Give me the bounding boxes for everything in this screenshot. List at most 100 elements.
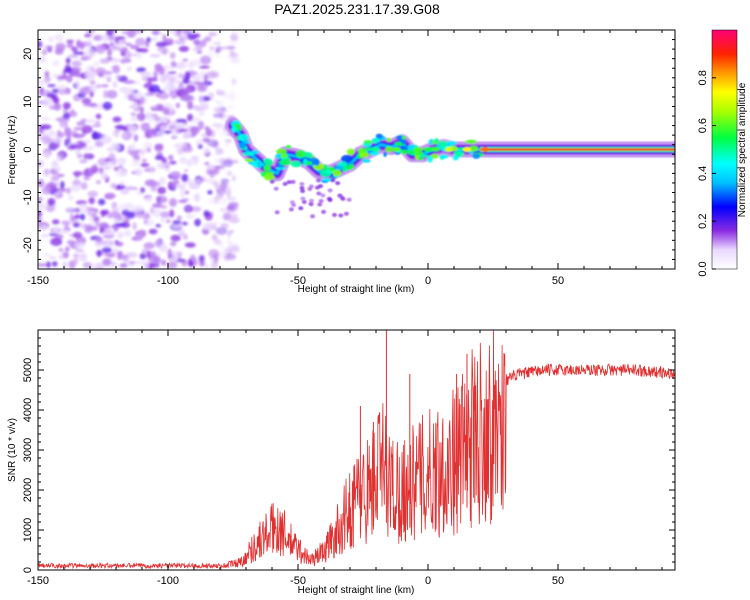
tail-blob [327, 198, 333, 202]
noise-blob [231, 78, 237, 86]
noise-blob [222, 212, 231, 221]
noise-blob [216, 90, 226, 96]
noise-blob [60, 229, 70, 234]
colorbar-gradient [712, 30, 737, 269]
tail-blob [317, 202, 323, 207]
noise-blob [203, 73, 208, 83]
noise-blob [75, 207, 81, 213]
noise-blob [200, 39, 207, 47]
track-blob [371, 137, 381, 144]
noise-blob [110, 45, 121, 51]
noise-blob [175, 102, 181, 109]
x-tick-label: 50 [552, 275, 564, 287]
x-tick-label: -150 [27, 575, 49, 587]
noise-blob [131, 101, 139, 110]
noise-blob [43, 151, 51, 160]
noise-blob [192, 47, 198, 51]
noise-blob [182, 133, 190, 140]
tail-blob [338, 213, 344, 218]
noise-blob [193, 81, 203, 85]
noise-blob [207, 49, 216, 58]
track-blob [290, 160, 302, 168]
noise-blob [174, 39, 186, 45]
noise-blob [111, 210, 119, 219]
noise-blob [154, 144, 164, 152]
noise-blob [74, 148, 81, 155]
noise-blob [80, 118, 87, 122]
noise-blob [156, 130, 165, 138]
noise-blob [38, 56, 47, 63]
noise-blob [213, 253, 220, 261]
noise-blob [82, 261, 93, 269]
noise-blob [72, 171, 83, 176]
noise-blob [158, 31, 163, 36]
noise-blob [151, 30, 160, 36]
noise-blob [202, 222, 213, 230]
noise-blob [102, 258, 112, 267]
noise-blob [165, 66, 176, 70]
noise-blob [83, 153, 90, 160]
noise-blob [72, 231, 83, 239]
x-tick-label: -100 [157, 575, 179, 587]
noise-blob [103, 253, 115, 257]
noise-blob [88, 48, 96, 58]
noise-blob [179, 156, 187, 164]
noise-blob [94, 262, 106, 269]
noise-blob [129, 116, 139, 123]
noise-blob [41, 135, 51, 145]
noise-blob [175, 30, 182, 37]
noise-blob [113, 217, 120, 224]
noise-blob [66, 43, 74, 48]
tail-blob [321, 209, 327, 214]
x-tick-label: 50 [552, 575, 564, 587]
noise-blob [45, 132, 58, 136]
noise-blob [175, 79, 182, 85]
noise-blob [176, 148, 183, 155]
noise-blob [187, 61, 195, 69]
noise-blob [226, 105, 236, 110]
noise-blob [160, 124, 166, 132]
track-blob [357, 148, 367, 154]
noise-blob [218, 100, 224, 109]
tail-blob [346, 197, 352, 202]
noise-blob [112, 81, 118, 88]
noise-blob [197, 144, 203, 149]
noise-blob [170, 241, 177, 247]
track-blob [279, 159, 292, 166]
track-blob [263, 173, 275, 181]
track-blob [231, 125, 237, 133]
noise-blob [140, 71, 152, 78]
noise-blob [227, 90, 237, 100]
noise-blob [158, 66, 166, 75]
noise-blob [169, 209, 175, 218]
tail-blob [316, 191, 322, 196]
noise-blob [178, 45, 190, 53]
noise-blob [65, 66, 72, 73]
noise-blob [207, 139, 219, 148]
track-blob [446, 141, 457, 146]
noise-blob [219, 131, 229, 137]
noise-blob [167, 248, 172, 258]
noise-blob [135, 37, 146, 46]
noise-blob [140, 122, 150, 132]
spectrogram-ticks [37, 29, 675, 270]
track-blob [341, 154, 353, 163]
hot-spot [463, 147, 471, 152]
noise-blob [148, 181, 161, 187]
noise-blob [134, 168, 143, 176]
noise-blob [169, 160, 177, 165]
noise-blob [119, 86, 130, 93]
noise-blob [49, 143, 60, 149]
noise-blob [129, 44, 140, 50]
noise-blob [228, 217, 240, 224]
noise-blob [58, 247, 64, 253]
noise-blob [208, 129, 216, 138]
noise-blob [214, 100, 220, 104]
noise-blob [44, 45, 54, 49]
noise-blob [203, 147, 210, 154]
noise-blob [81, 125, 93, 134]
noise-blob [72, 253, 79, 257]
y-tick-label: 5000 [22, 358, 34, 382]
figure-title: PAZ1.2025.231.17.39.G08 [274, 1, 440, 17]
noise-blob [147, 128, 156, 136]
